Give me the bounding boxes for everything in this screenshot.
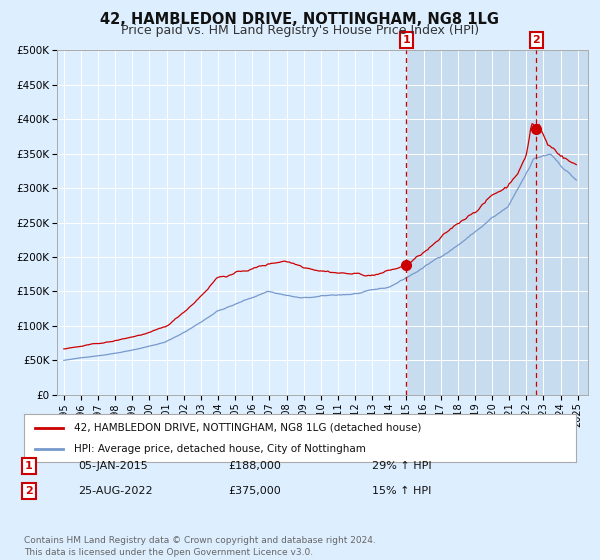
Text: 1: 1	[403, 35, 410, 45]
Text: 29% ↑ HPI: 29% ↑ HPI	[372, 461, 431, 471]
Text: 42, HAMBLEDON DRIVE, NOTTINGHAM, NG8 1LG (detached house): 42, HAMBLEDON DRIVE, NOTTINGHAM, NG8 1LG…	[74, 423, 421, 433]
Text: 2: 2	[25, 486, 32, 496]
Text: HPI: Average price, detached house, City of Nottingham: HPI: Average price, detached house, City…	[74, 444, 365, 454]
Text: 25-AUG-2022: 25-AUG-2022	[78, 486, 152, 496]
Text: £188,000: £188,000	[228, 461, 281, 471]
Text: 1: 1	[25, 461, 32, 471]
Text: 05-JAN-2015: 05-JAN-2015	[78, 461, 148, 471]
Text: Price paid vs. HM Land Registry's House Price Index (HPI): Price paid vs. HM Land Registry's House …	[121, 24, 479, 37]
Bar	[406, 50, 588, 395]
Text: 15% ↑ HPI: 15% ↑ HPI	[372, 486, 431, 496]
Text: £375,000: £375,000	[228, 486, 281, 496]
Text: 42, HAMBLEDON DRIVE, NOTTINGHAM, NG8 1LG: 42, HAMBLEDON DRIVE, NOTTINGHAM, NG8 1LG	[101, 12, 499, 27]
Text: 2: 2	[532, 35, 540, 45]
Text: Contains HM Land Registry data © Crown copyright and database right 2024.
This d: Contains HM Land Registry data © Crown c…	[24, 536, 376, 557]
